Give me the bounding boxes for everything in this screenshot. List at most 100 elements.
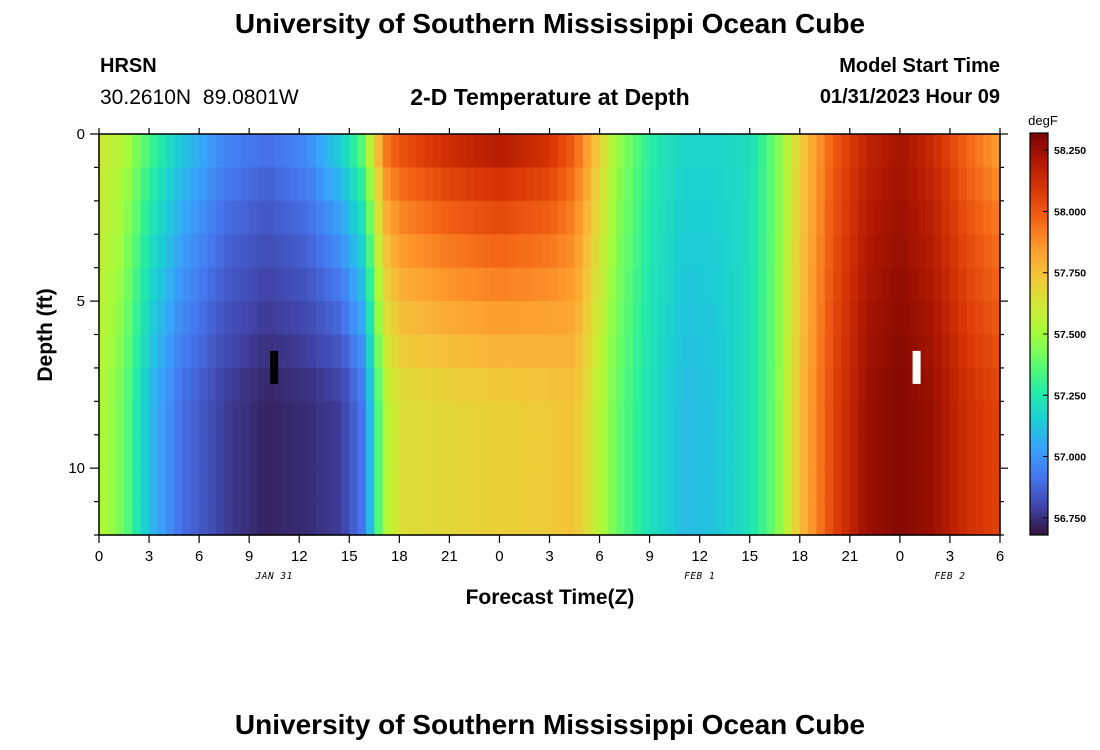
heatmap-cell: [716, 501, 726, 536]
heatmap-cell: [799, 167, 809, 202]
heatmap-cell: [324, 334, 334, 369]
heatmap-cell: [466, 501, 476, 536]
heatmap-cell: [140, 267, 150, 302]
heatmap-cell: [791, 234, 801, 269]
heatmap-cell: [699, 401, 709, 436]
heatmap-cell: [691, 267, 701, 302]
heatmap-cell: [207, 367, 217, 402]
heatmap-cell: [315, 301, 325, 336]
heatmap-cell: [315, 401, 325, 436]
heatmap-cell: [474, 434, 484, 469]
heatmap-cell: [157, 434, 167, 469]
heatmap-cell: [532, 401, 542, 436]
heatmap-cell: [858, 468, 868, 503]
heatmap-cell: [858, 267, 868, 302]
heatmap-cell: [149, 234, 158, 269]
heatmap-cell: [424, 501, 434, 536]
heatmap-cell: [933, 134, 943, 169]
heatmap-cell: [991, 501, 1001, 536]
heatmap-cell: [190, 301, 200, 336]
heatmap-cell: [991, 401, 1001, 436]
heatmap-cell: [382, 134, 392, 169]
heatmap-cell: [474, 334, 484, 369]
heatmap-cell: [682, 167, 692, 202]
heatmap-cell: [582, 434, 592, 469]
heatmap-cell: [541, 267, 551, 302]
heatmap-cell: [933, 468, 943, 503]
heatmap-cell: [382, 267, 392, 302]
heatmap-cell: [382, 334, 392, 369]
heatmap-cell: [899, 367, 909, 402]
heatmap-cell: [566, 267, 576, 302]
heatmap-cell: [666, 367, 676, 402]
heatmap-cell: [708, 167, 717, 202]
heatmap-cell: [274, 134, 284, 169]
heatmap-cell: [482, 434, 492, 469]
heatmap-cell: [883, 468, 893, 503]
heatmap-cell: [974, 167, 984, 202]
heatmap-cell: [541, 334, 551, 369]
heatmap-cell: [340, 200, 350, 235]
heatmap-cell: [566, 401, 576, 436]
heatmap-cell: [874, 234, 884, 269]
heatmap-cell: [324, 434, 334, 469]
heatmap-cell: [674, 434, 684, 469]
heatmap-cell: [958, 501, 968, 536]
heatmap-cell: [816, 401, 826, 436]
heatmap-cell: [908, 134, 918, 169]
heatmap-cell: [357, 434, 367, 469]
heatmap-cell: [966, 134, 976, 169]
heatmap-cell: [783, 468, 793, 503]
heatmap-cell: [808, 401, 818, 436]
heatmap-cell: [591, 200, 601, 235]
heatmap-cell: [149, 501, 158, 536]
heatmap-cell: [165, 367, 175, 402]
heatmap-cell: [891, 301, 901, 336]
heatmap-cell: [841, 468, 851, 503]
heatmap-cell: [799, 200, 809, 235]
heatmap-cell: [332, 200, 342, 235]
heatmap-cell: [657, 501, 667, 536]
heatmap-cell: [299, 468, 309, 503]
heatmap-cell: [891, 200, 901, 235]
heatmap-cell: [482, 234, 492, 269]
heatmap-cell: [190, 401, 200, 436]
heatmap-cell: [491, 401, 501, 436]
heatmap-cell: [574, 468, 584, 503]
heatmap-cell: [416, 334, 425, 369]
heatmap-cell: [182, 234, 192, 269]
heatmap-cell: [182, 200, 192, 235]
heatmap-cell: [899, 301, 909, 336]
heatmap-cell: [824, 200, 834, 235]
heatmap-cell: [574, 167, 584, 202]
heatmap-cell: [174, 434, 184, 469]
heatmap-cell: [858, 200, 868, 235]
heatmap-cell: [924, 234, 934, 269]
heatmap-cell: [232, 234, 242, 269]
heatmap-cell: [883, 501, 893, 536]
heatmap-cell: [641, 167, 651, 202]
heatmap-cell: [349, 468, 359, 503]
heatmap-cell: [916, 134, 926, 169]
x-tick-label: 9: [645, 548, 653, 565]
heatmap-cell: [282, 234, 292, 269]
heatmap-cell: [666, 267, 676, 302]
heatmap-cell: [783, 200, 793, 235]
heatmap-cell: [132, 401, 142, 436]
heatmap-cell: [399, 334, 409, 369]
x-tick-label: 12: [691, 548, 708, 565]
heatmap-cell: [124, 200, 133, 235]
heatmap-cell: [215, 267, 225, 302]
heatmap-cell: [974, 301, 984, 336]
heatmap-cell: [758, 234, 767, 269]
heatmap-cell: [899, 501, 909, 536]
heatmap-cell: [124, 301, 133, 336]
heatmap-cell: [849, 167, 859, 202]
heatmap-cell: [682, 401, 692, 436]
heatmap-cell: [207, 267, 217, 302]
heatmap-cell: [107, 301, 117, 336]
heatmap-cell: [507, 367, 517, 402]
heatmap-cell: [624, 468, 634, 503]
y-axis-label: Depth (ft): [34, 288, 57, 381]
heatmap-cell: [991, 267, 1001, 302]
